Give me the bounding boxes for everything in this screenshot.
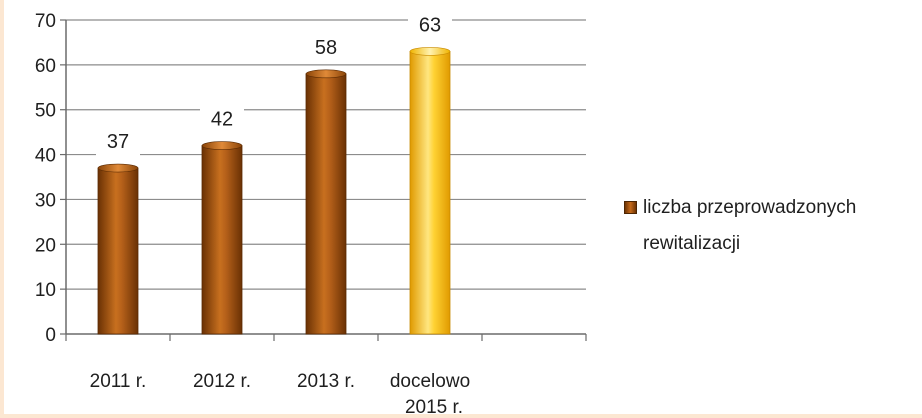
x-tick-label: docelowo 2015 r. [390,371,470,418]
y-tick-label: 60 [35,56,56,77]
data-label: 37 [107,131,129,153]
bars [97,47,451,335]
y-tick-label: 50 [35,101,56,122]
bar-cap-2 [201,141,243,150]
labels: 0 10 20 30 40 50 60 70 37 2011 r. 42 2012 r. 58 2013 … [35,11,470,418]
x-tick-label: 2013 r. [297,371,355,392]
data-label: 42 [211,109,233,131]
legend-label: liczba przeprowadzonych rewitalizacji [643,197,857,254]
bar-1 [97,167,139,335]
bar-cap-4 [409,47,451,56]
x-tick-label: 2011 r. [90,371,147,392]
data-label-bg [96,128,140,157]
y-tick-label: 10 [35,280,56,301]
y-tick-label: 40 [35,146,56,167]
y-tick-label: 30 [35,190,56,211]
data-label-bg [200,105,244,134]
y-tick-label: 70 [35,11,56,32]
x-tick-label: 2012 r. [193,371,251,392]
data-label-bg [408,11,452,40]
bar-cap-3 [305,69,347,79]
bar-3 [305,73,347,335]
data-label: 63 [419,14,441,36]
bar-4 [409,51,451,335]
chart-frame [4,0,922,414]
legend-swatch [624,201,637,214]
y-tick-label: 0 [45,325,56,346]
bar-2 [201,145,243,335]
y-tick-label: 20 [35,235,56,256]
legend-entry: liczba przeprowadzonych rewitalizacji [624,190,922,262]
chart-legend: liczba przeprowadzonych rewitalizacji [624,190,922,262]
bar-cap-1 [97,163,139,173]
data-label-bg [304,33,348,62]
data-label: 58 [315,37,337,59]
